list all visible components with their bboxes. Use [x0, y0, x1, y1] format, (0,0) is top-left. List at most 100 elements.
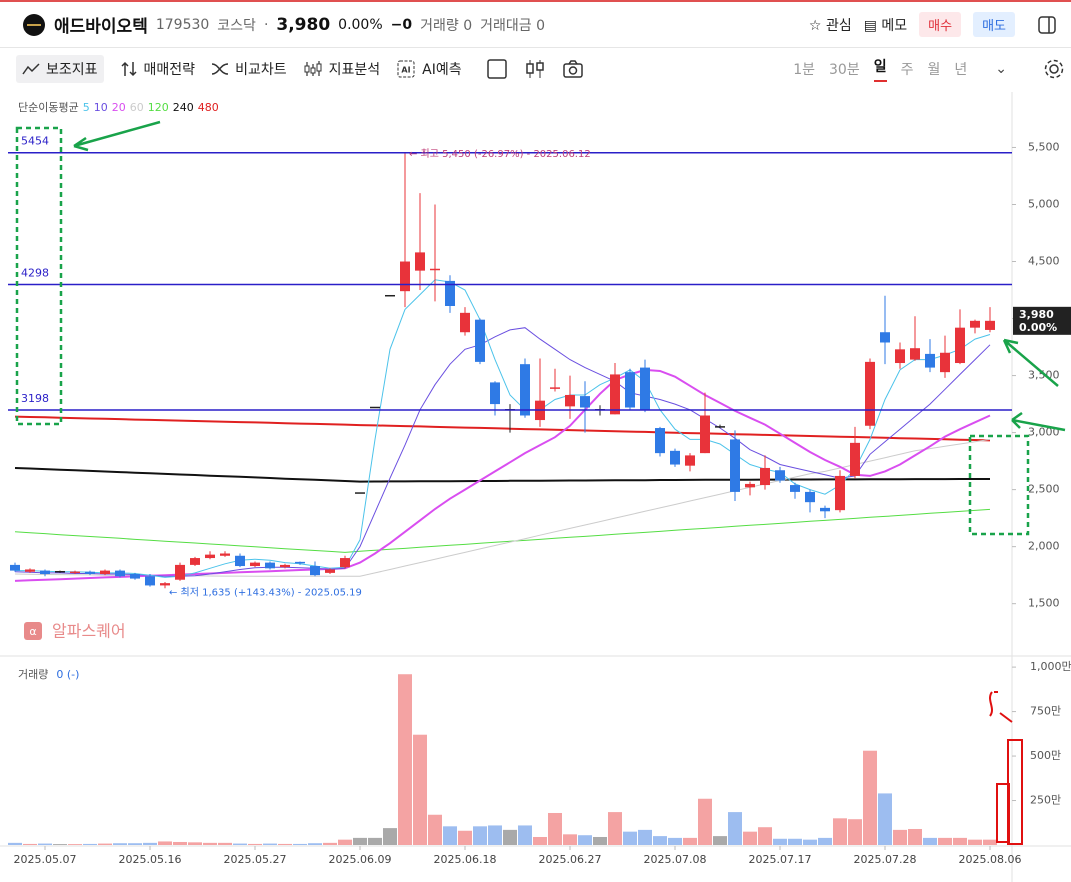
volume-bar: [653, 836, 667, 845]
legend-entry: 20: [112, 101, 126, 114]
volume-bar: [698, 798, 712, 845]
candle-body: [295, 561, 305, 564]
memo-button[interactable]: ▤ 메모: [863, 17, 908, 34]
legend-entry: 60: [130, 101, 144, 114]
candle-body: [280, 564, 290, 568]
candle-body: [490, 382, 500, 405]
buy-button[interactable]: 매수: [919, 12, 962, 37]
high-annotation: ← 최고 5,450 (-26.97%) - 2025.06.12: [409, 148, 591, 160]
candle-body: [910, 348, 920, 360]
volume-bar: [713, 836, 727, 845]
last-price: 3,980: [1019, 308, 1054, 321]
indicators-button[interactable]: 보조지표: [16, 55, 104, 83]
candle-body: [715, 426, 725, 428]
strategy-button[interactable]: 매매전략: [120, 59, 195, 79]
y-tick-label: 4,500: [1028, 255, 1060, 268]
x-tick-label: 2025.06.09: [329, 853, 392, 866]
volume-bar: [848, 819, 862, 845]
candle-body: [805, 491, 815, 503]
volume-bar: [773, 838, 787, 845]
volume-title: 거래량: [18, 668, 48, 681]
volume-bar: [503, 829, 517, 845]
change-rate: 0.00%: [338, 16, 383, 33]
volume-bar: [443, 826, 457, 845]
candle-body: [700, 415, 710, 454]
candle-tool[interactable]: [524, 58, 546, 80]
market: 코스닥: [217, 17, 256, 34]
volume-bar: [398, 674, 412, 845]
period-option[interactable]: 년: [954, 62, 968, 78]
settings[interactable]: [1043, 58, 1065, 80]
candle-body: [220, 553, 230, 556]
volume-bar: [458, 830, 472, 845]
last-price-tag: [1013, 306, 1071, 335]
legend: 단순이동평균 5 10 20 60 120 240 480: [18, 101, 219, 114]
toolbar: 보조지표 매매전략 비교차트 지표분석 AI AI예측 1분 30분 일 주 월 년 ⌄: [0, 48, 1071, 90]
volume-bar: [833, 818, 847, 845]
period-option[interactable]: 일: [873, 56, 887, 82]
volume-bar: [23, 843, 37, 845]
panel-toggle[interactable]: [1037, 15, 1057, 35]
candle-body: [925, 353, 935, 368]
candle-body: [265, 562, 275, 569]
volume-bar: [323, 842, 337, 845]
period-option[interactable]: 30분: [829, 62, 860, 78]
candle-body: [760, 467, 770, 486]
horizontal-line-label: 4298: [21, 267, 49, 280]
volume-bar: [158, 841, 172, 845]
volume-bar: [83, 843, 97, 845]
volume-bar: [428, 814, 442, 845]
volume-bar: [338, 839, 352, 845]
square-tool[interactable]: [486, 58, 508, 80]
y-tick-label: 2,000: [1028, 540, 1060, 553]
volume-bar: [623, 831, 637, 845]
candle-body: [310, 566, 320, 576]
candle-body: [205, 554, 215, 559]
stock-code: 179530: [155, 16, 210, 33]
period-option[interactable]: 1분: [793, 62, 815, 78]
ai-button[interactable]: AI AI예측: [396, 59, 462, 79]
watch-label: 관심: [825, 17, 852, 34]
volume-bar: [278, 843, 292, 845]
moving-average-line: [14, 508, 991, 553]
candle-body: [130, 574, 140, 579]
volume-bar: [188, 842, 202, 845]
period-dropdown[interactable]: ⌄: [995, 61, 1007, 77]
watch-button[interactable]: ☆ 관심: [808, 17, 852, 34]
candle-body: [175, 564, 185, 580]
volume-bar: [878, 793, 892, 845]
volume-bar: [533, 836, 547, 845]
period-option[interactable]: 주: [900, 62, 914, 78]
volume-bar: [968, 839, 982, 845]
compare-button[interactable]: 비교차트: [211, 59, 287, 79]
volume-bar: [248, 843, 262, 845]
y-tick-label: 250만: [1030, 794, 1061, 807]
period-selector: 1분 30분 일 주 월 년: [793, 56, 979, 82]
icon: [211, 63, 229, 75]
candle-body: [25, 569, 35, 572]
dashed-box: [968, 434, 1030, 536]
legend-title: 단순이동평균: [18, 101, 79, 114]
candle-body: [985, 320, 995, 330]
candle-body: [475, 319, 485, 362]
icon: [22, 63, 40, 75]
analysis-button[interactable]: 지표분석: [303, 59, 380, 79]
candle-body: [835, 475, 845, 511]
arrow: [1002, 338, 1059, 387]
volume-bar: [218, 842, 232, 845]
sell-button[interactable]: 매도: [973, 12, 1015, 37]
candle-body: [115, 570, 125, 577]
volume-bar: [293, 843, 307, 845]
period-option[interactable]: 월: [927, 62, 941, 78]
ai-label: AI예측: [422, 62, 462, 78]
volume-bar: [548, 812, 562, 845]
candle-body: [850, 442, 860, 476]
icon: [304, 61, 322, 76]
volume-bar: [818, 837, 832, 845]
indicators-label: 보조지표: [46, 62, 98, 78]
memo-label: 메모: [881, 17, 908, 34]
volume-bar: [488, 825, 502, 845]
candle-body: [190, 558, 200, 565]
camera-tool[interactable]: [562, 58, 584, 80]
